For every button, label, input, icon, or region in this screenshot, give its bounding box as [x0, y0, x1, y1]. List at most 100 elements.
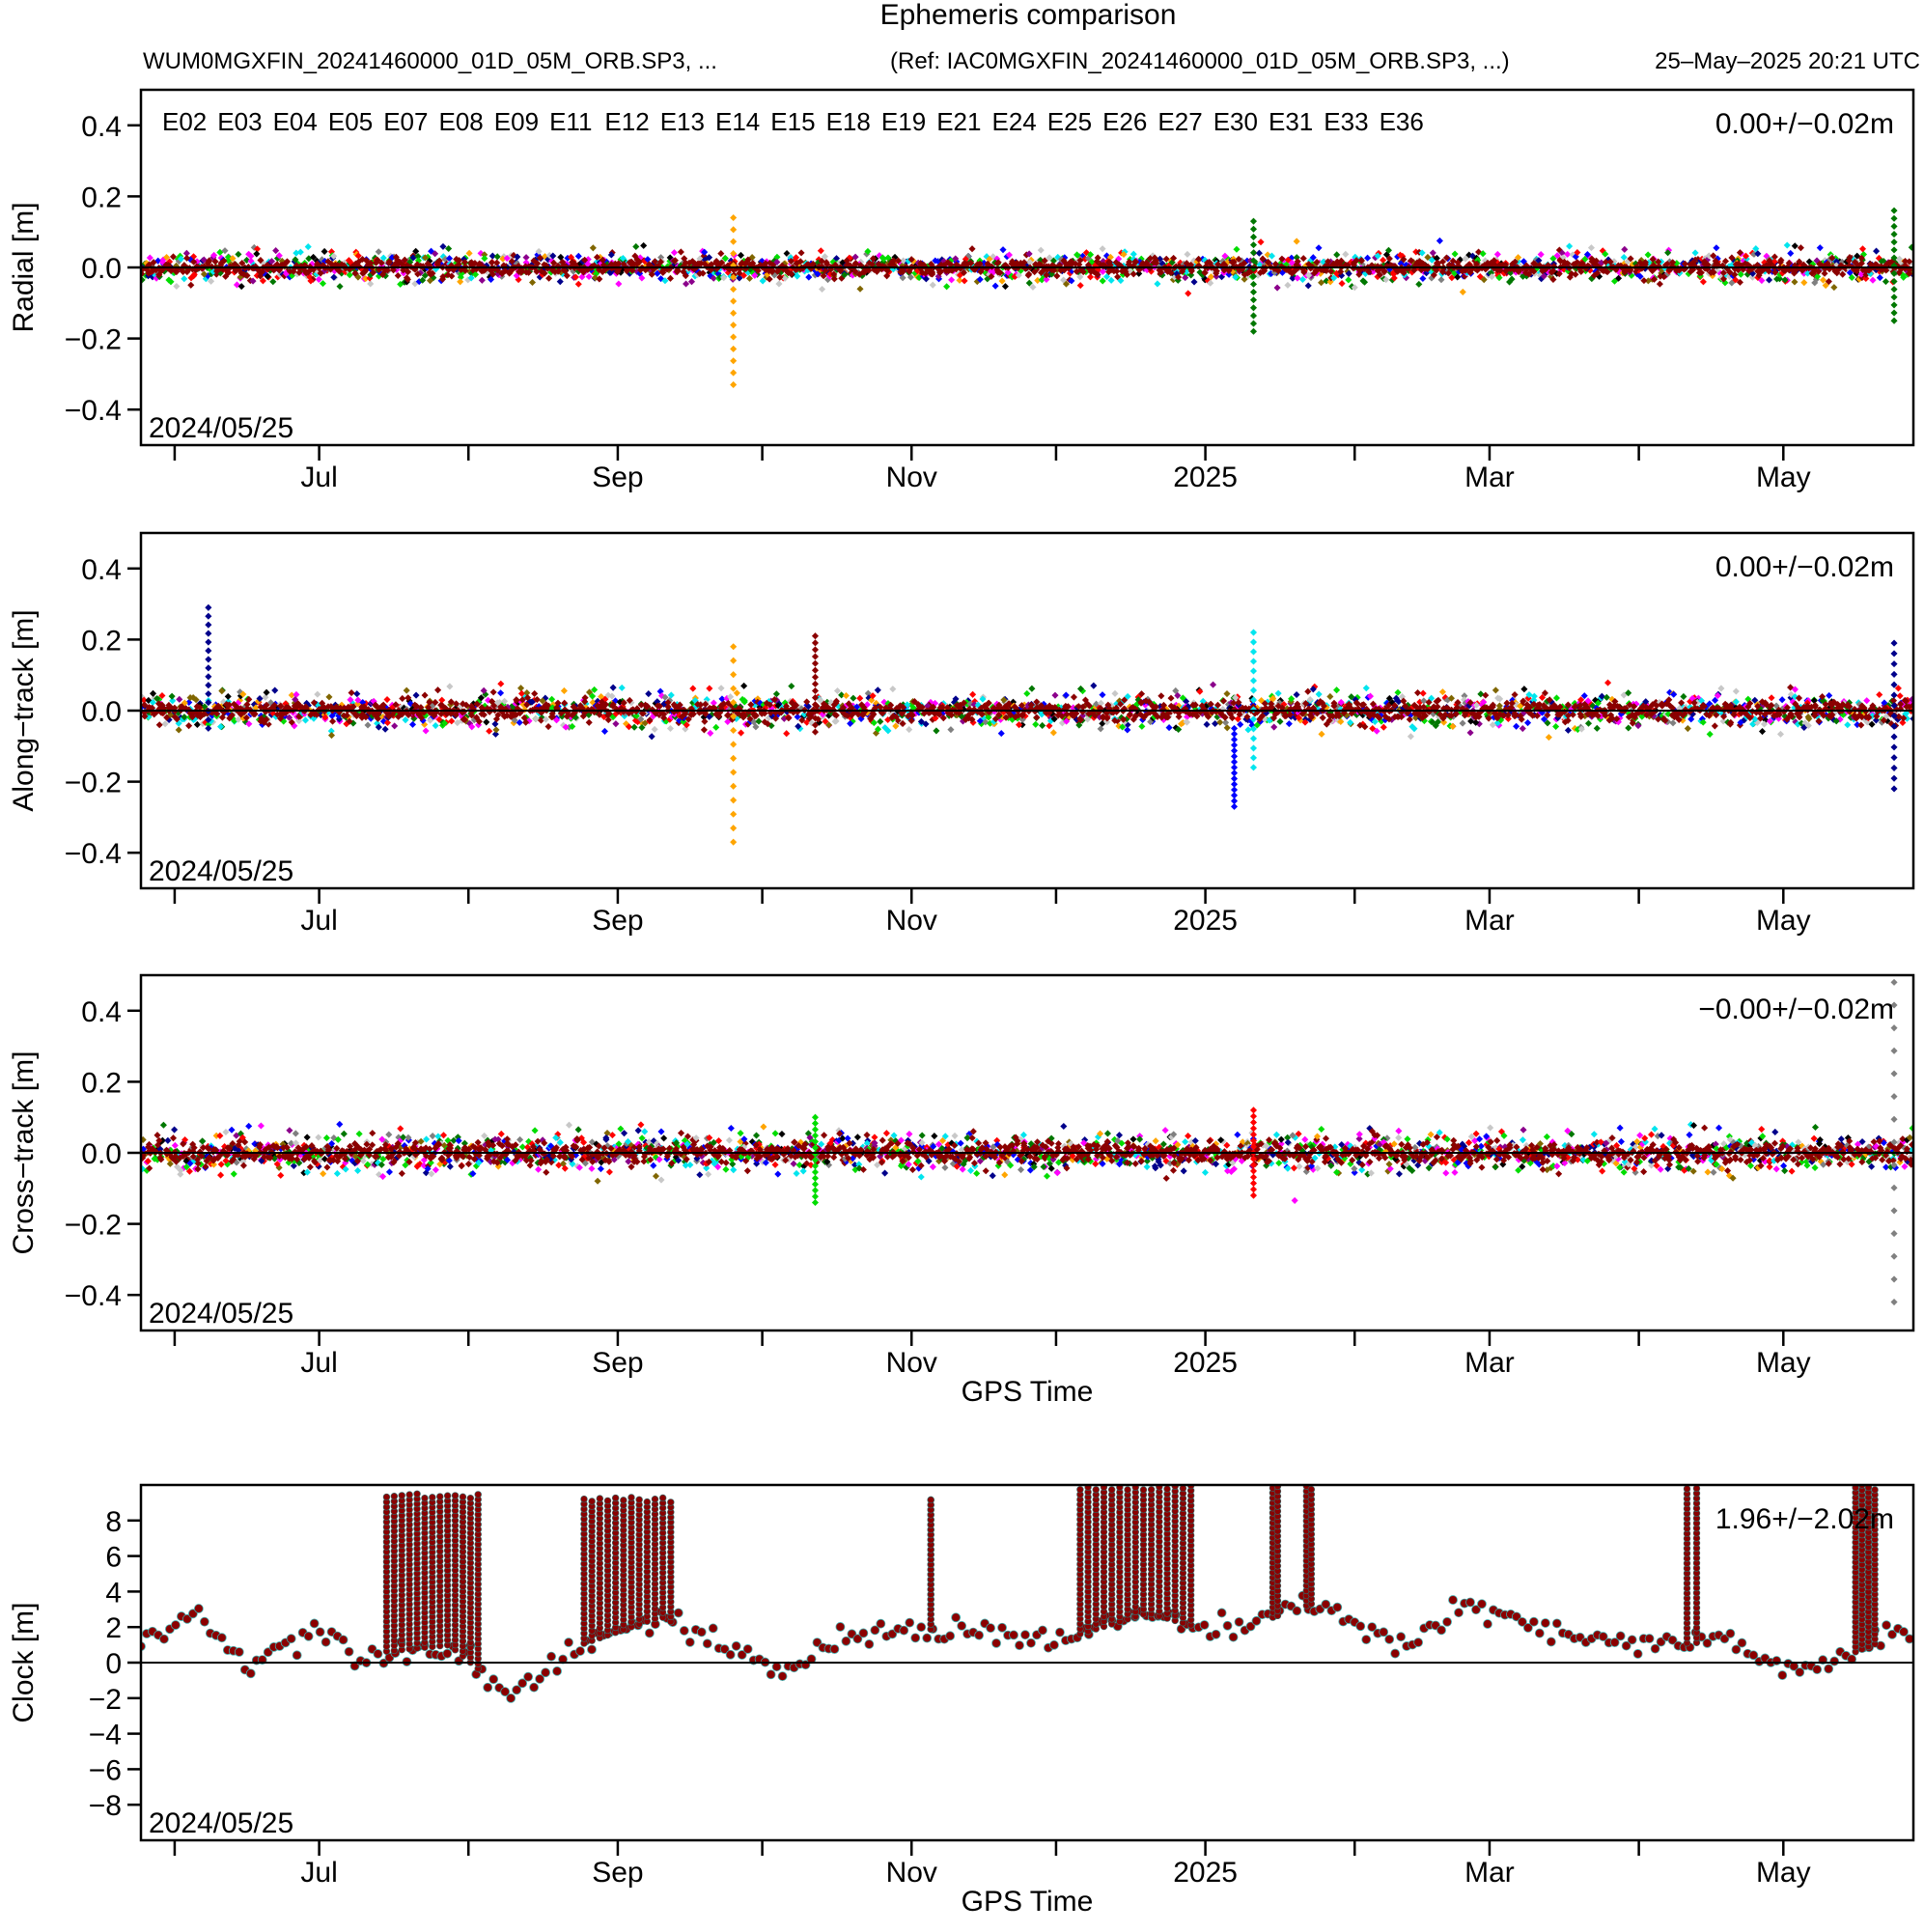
data-point — [823, 261, 831, 268]
data-point — [817, 247, 824, 255]
data-point — [457, 278, 464, 286]
spike-point — [1249, 327, 1258, 335]
data-point — [727, 693, 735, 701]
data-point — [426, 277, 434, 285]
spike-point — [1890, 286, 1898, 294]
data-point — [245, 695, 253, 703]
data-point — [865, 259, 873, 266]
data-point — [550, 259, 558, 266]
data-point — [1706, 730, 1714, 738]
data-point — [491, 730, 499, 738]
data-point — [933, 727, 940, 735]
data-point — [394, 271, 402, 280]
data-point — [718, 259, 726, 266]
data-point — [712, 723, 720, 731]
data-point — [211, 258, 219, 266]
data-point — [364, 721, 372, 729]
data-point — [523, 689, 531, 697]
data-point — [253, 250, 261, 258]
data-point — [273, 261, 281, 268]
data-point — [960, 268, 967, 276]
data-point — [830, 275, 838, 283]
spike-point — [1249, 249, 1258, 257]
data-point — [847, 719, 854, 727]
legend-item: E26 — [1102, 107, 1147, 136]
data-point — [1257, 238, 1265, 246]
data-point — [393, 261, 401, 268]
data-point — [403, 686, 410, 694]
data-point — [754, 266, 762, 274]
data-point — [422, 727, 430, 735]
data-point — [843, 257, 850, 265]
y-tick-label: −0.4 — [65, 395, 122, 427]
data-point — [301, 716, 310, 724]
data-point — [736, 274, 743, 282]
data-point — [307, 277, 315, 285]
data-point — [794, 713, 801, 721]
data-point — [645, 261, 653, 268]
data-point — [741, 260, 749, 267]
data-point — [517, 266, 525, 274]
data-point — [837, 267, 845, 275]
data-point — [400, 266, 407, 274]
data-point — [144, 267, 152, 275]
data-point — [141, 696, 148, 704]
data-point — [488, 275, 495, 284]
data-point — [998, 277, 1006, 285]
data-point — [1429, 249, 1436, 257]
data-point — [745, 274, 754, 282]
data-point — [1552, 694, 1561, 702]
data-point — [499, 255, 507, 263]
data-point — [554, 267, 562, 275]
data-point — [1587, 244, 1595, 252]
data-point — [315, 275, 322, 283]
data-point — [1477, 690, 1485, 698]
data-point — [648, 733, 655, 741]
data-point — [1844, 721, 1852, 729]
data-point — [851, 253, 859, 261]
legend-item: E13 — [660, 107, 705, 136]
spike-point — [1249, 320, 1258, 327]
data-point — [917, 717, 925, 725]
spike-point — [1249, 280, 1258, 288]
data-point — [150, 259, 157, 266]
data-point — [421, 691, 429, 699]
data-point — [701, 717, 709, 725]
data-point — [169, 697, 177, 705]
data-point — [900, 257, 907, 265]
data-point — [432, 722, 439, 730]
spike-point — [730, 309, 738, 317]
data-point — [1364, 254, 1372, 262]
data-point — [740, 682, 748, 689]
data-point — [465, 249, 473, 257]
data-point — [1223, 724, 1231, 732]
data-point — [385, 258, 393, 266]
data-point — [249, 277, 257, 285]
data-point — [608, 692, 616, 700]
data-point — [193, 720, 201, 729]
data-point — [304, 243, 312, 251]
data-point — [1270, 723, 1278, 731]
data-point — [870, 719, 878, 727]
data-point — [979, 695, 987, 703]
data-point — [1437, 276, 1445, 284]
data-point — [612, 720, 620, 728]
spike-point — [730, 345, 738, 352]
data-point — [1839, 270, 1847, 278]
data-point — [710, 274, 717, 282]
data-point — [1858, 245, 1867, 253]
data-point — [865, 266, 873, 274]
data-point — [892, 722, 900, 730]
data-point — [899, 274, 906, 282]
data-point — [830, 270, 838, 278]
data-point — [637, 715, 645, 723]
data-point — [1621, 245, 1629, 253]
data-point — [671, 257, 679, 265]
legend-item: E33 — [1324, 107, 1368, 136]
data-point — [1244, 726, 1252, 734]
data-point — [1210, 681, 1217, 688]
spike-point — [1890, 309, 1898, 317]
data-point — [383, 696, 391, 704]
data-point — [493, 259, 501, 266]
data-point — [645, 690, 653, 698]
